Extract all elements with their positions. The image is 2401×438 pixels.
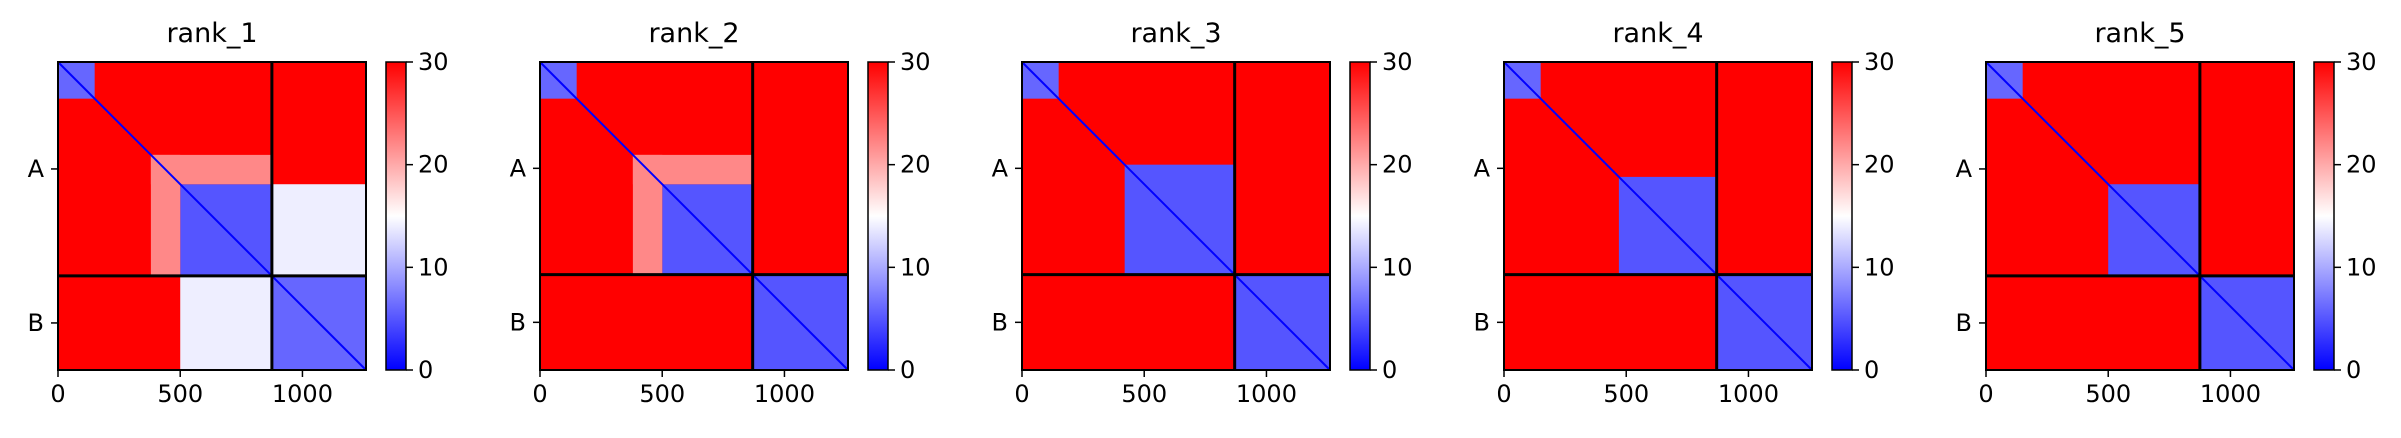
panel-title: rank_5: [2094, 18, 2185, 49]
axes-frame: [1021, 61, 1331, 371]
panel-1: rank_1 0 500 1000 A B 0 10 20 30: [28, 18, 449, 408]
chain-label-B: B: [1956, 309, 1972, 337]
colorbar: [1831, 61, 1853, 371]
x-tick-label: 0: [532, 380, 547, 408]
heatmap-region-4: [180, 275, 272, 370]
panel-title: rank_3: [1130, 18, 1221, 49]
colorbar-tick-label: 30: [900, 48, 931, 76]
colorbar-tick-label: 30: [2346, 48, 2377, 76]
chain-label-A: A: [1956, 155, 1973, 183]
colorbar-tick-label: 0: [2346, 356, 2361, 384]
x-tick-label: 500: [157, 380, 203, 408]
panel-4: rank_4 0 500 1000 A B 0 10 20 30: [1474, 18, 1895, 408]
axes-frame: [57, 61, 367, 371]
axes-frame: [539, 61, 849, 371]
colorbar: [2313, 61, 2335, 371]
colorbar-tick-label: 0: [418, 356, 433, 384]
axes-frame: [1985, 61, 2295, 371]
x-tick-label: 1000: [1718, 380, 1779, 408]
heatmap-diagonal: [539, 61, 849, 371]
x-tick-label: 1000: [272, 380, 333, 408]
colorbar-tick-label: 0: [1382, 356, 1397, 384]
panel-title: rank_4: [1612, 18, 1703, 49]
colorbar-tick-label: 20: [1382, 151, 1413, 179]
heatmap-region-5: [632, 154, 753, 185]
colorbar-tick-label: 20: [2346, 151, 2377, 179]
chain-label-A: A: [1474, 154, 1491, 182]
colorbar-tick-label: 10: [1864, 253, 1895, 281]
chain-label-B: B: [1474, 308, 1490, 336]
heatmap-diagonal: [1985, 61, 2295, 371]
heatmap-diagonal: [57, 61, 367, 371]
colorbar-tick-label: 0: [1864, 356, 1879, 384]
chain-label-B: B: [992, 308, 1008, 336]
colorbar-tick-label: 10: [2346, 253, 2377, 281]
x-tick-label: 1000: [1236, 380, 1297, 408]
colorbar-tick-label: 30: [1382, 48, 1413, 76]
x-tick-label: 500: [2085, 380, 2131, 408]
chain-label-B: B: [510, 308, 526, 336]
x-tick-label: 0: [1014, 380, 1029, 408]
colorbar: [1349, 61, 1371, 371]
colorbar-tick-label: 20: [1864, 151, 1895, 179]
colorbar-tick-label: 0: [900, 356, 915, 384]
colorbar: [385, 61, 407, 371]
chain-label-A: A: [992, 154, 1009, 182]
chain-label-A: A: [28, 155, 45, 183]
heatmap-region-7: [150, 154, 272, 185]
colorbar-tick-label: 30: [418, 48, 449, 76]
colorbar-tick-label: 20: [418, 151, 449, 179]
x-tick-label: 1000: [754, 380, 815, 408]
panel-title: rank_1: [166, 18, 257, 49]
colorbar-tick-label: 30: [1864, 48, 1895, 76]
x-tick-label: 1000: [2200, 380, 2261, 408]
x-tick-label: 0: [1978, 380, 1993, 408]
colorbar-tick-label: 10: [1382, 253, 1413, 281]
colorbar-tick-label: 10: [900, 253, 931, 281]
chain-label-B: B: [28, 309, 44, 337]
colorbar: [867, 61, 889, 371]
panel-5: rank_5 0 500 1000 A B 0 10 20 30: [1956, 18, 2377, 408]
colorbar-tick-label: 10: [418, 253, 449, 281]
colorbar-tick-label: 20: [900, 151, 931, 179]
chain-label-A: A: [510, 154, 527, 182]
x-tick-label: 500: [1121, 380, 1167, 408]
panel-2: rank_2 0 500 1000 A B 0 10 20 30: [510, 18, 931, 408]
panel-3: rank_3 0 500 1000 A B 0 10 20 30: [992, 18, 1413, 408]
panel-title: rank_2: [648, 18, 739, 49]
heatmap-region-5: [271, 184, 366, 276]
x-tick-label: 500: [1603, 380, 1649, 408]
heatmap-diagonal: [1021, 61, 1331, 371]
x-tick-label: 0: [1496, 380, 1511, 408]
heatmap-diagonal: [1503, 61, 1813, 371]
x-tick-label: 0: [50, 380, 65, 408]
x-tick-label: 500: [639, 380, 685, 408]
axes-frame: [1503, 61, 1813, 371]
